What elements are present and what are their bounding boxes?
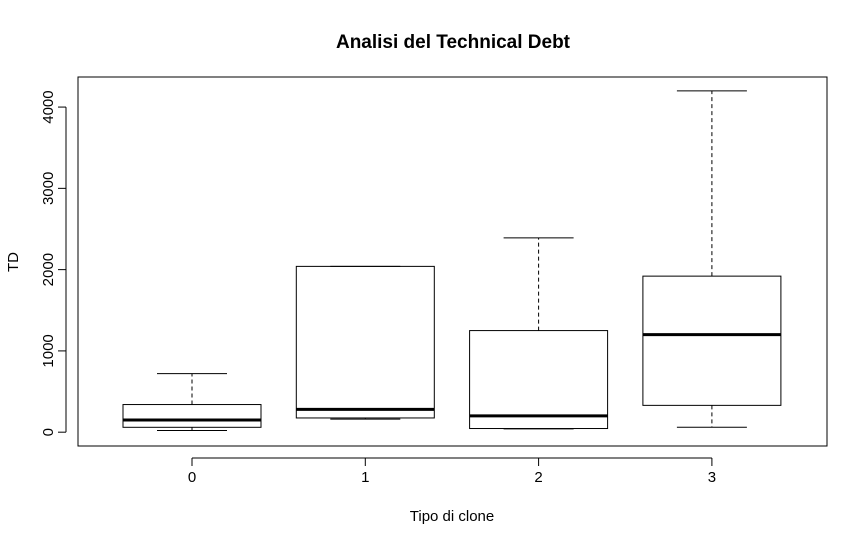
box-category-1	[295, 265, 435, 420]
y-tick-label: 2000	[40, 253, 57, 286]
x-tick-label: 1	[361, 469, 369, 486]
box-category-3	[642, 90, 782, 428]
plot-frame	[77, 76, 828, 447]
y-tick-label: 3000	[40, 172, 57, 205]
chart-title: Analisi del Technical Debt	[336, 32, 571, 53]
x-tick-label: 0	[188, 469, 196, 486]
y-axis: 0 1000 2000 3000 4000	[40, 90, 67, 436]
iqr-box	[122, 404, 262, 428]
y-axis-label: TD	[5, 252, 22, 272]
x-tick-label: 2	[534, 469, 542, 486]
y-tick-label: 1000	[40, 334, 57, 367]
y-tick-label: 4000	[40, 90, 57, 123]
boxes-group	[122, 90, 782, 432]
iqr-box	[295, 265, 435, 419]
x-tick-label: 3	[708, 469, 716, 486]
y-tick-label: 0	[40, 428, 57, 436]
iqr-box	[642, 275, 782, 406]
x-axis-label: Tipo di clone	[410, 508, 495, 525]
box-category-2	[469, 237, 609, 430]
x-axis: 0 1 2 3	[188, 457, 716, 486]
box-category-0	[122, 373, 262, 432]
iqr-box	[469, 330, 609, 430]
